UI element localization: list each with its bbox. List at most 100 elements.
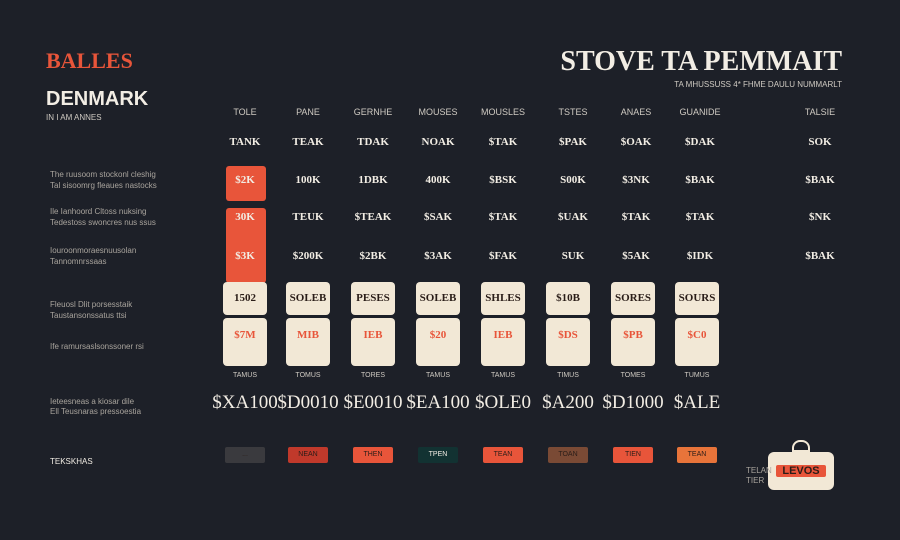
card-bottom: $DS: [546, 318, 590, 366]
row-label: Ile Ianhoord Cltoss nuksing: [50, 207, 147, 216]
highlight-box: [226, 208, 266, 283]
price-label: Ell Teusnaras pressoestia: [50, 407, 142, 416]
card-caption: TUMUS: [684, 372, 710, 379]
card-top: SOLEB: [416, 282, 460, 315]
card-bottom: IEB: [481, 318, 525, 366]
card-top: SOLEB: [286, 282, 330, 315]
price: $A200: [542, 392, 594, 413]
cell: $IDK: [686, 250, 714, 262]
price: $D0010: [277, 392, 339, 413]
column-header: TALSIE: [804, 107, 836, 117]
row-label: Tal sisoomrg fleaues nastocks: [50, 181, 157, 190]
card-top: PESES: [351, 282, 395, 315]
badge-note: TIER: [746, 476, 765, 485]
cell: $200K: [292, 250, 324, 262]
card-caption: TAMUS: [426, 372, 450, 379]
column-header: ANAES: [620, 107, 652, 117]
cell: 1DBK: [358, 174, 388, 186]
cell: $TAK: [685, 211, 715, 223]
footer: TEKSKHAS: [50, 457, 93, 466]
cell: $UAK: [558, 211, 588, 223]
button[interactable]: TEAN: [483, 447, 523, 463]
column-header: TOLE: [233, 107, 257, 117]
card-bottom: MIB: [286, 318, 330, 366]
card-caption: TOMUS: [295, 372, 321, 379]
cell: $PAK: [559, 136, 587, 148]
row-label: Tannomnrssaas: [50, 257, 107, 266]
cell: $BAK: [685, 174, 715, 186]
card-caption: TIMUS: [557, 372, 579, 379]
button[interactable]: TOAN: [548, 447, 588, 463]
button[interactable]: ...: [225, 447, 265, 463]
card-label: Taustansonssatus ttsi: [50, 311, 127, 320]
subtitle: TA MHUSSUSS 4* FHME DAULU NUMMARLT: [674, 80, 842, 89]
column-header: TSTES: [558, 107, 588, 117]
price: $ALE: [673, 392, 721, 413]
column-header: MOUSLES: [480, 107, 526, 117]
cell: SUK: [561, 250, 585, 262]
cell: $BAK: [805, 250, 835, 262]
logo: BALLES: [46, 48, 133, 73]
cell: $OAK: [620, 136, 652, 148]
cell: 400K: [425, 174, 451, 186]
price: $XA100: [212, 392, 278, 413]
row-label: Tedestoss swoncres nus ssus: [50, 218, 156, 227]
cell: $TAK: [488, 211, 518, 223]
card-bottom: $C0: [675, 318, 719, 366]
card-caption: TAMUS: [233, 372, 257, 379]
card-top: SHLES: [481, 282, 525, 315]
button[interactable]: TIEN: [613, 447, 653, 463]
cell: TANK: [229, 136, 261, 148]
card-top: SORES: [611, 282, 655, 315]
price: $EA100: [406, 392, 470, 413]
column-header: MOUSES: [418, 107, 458, 117]
card-caption: TAMUS: [491, 372, 515, 379]
brand: DENMARK: [46, 88, 149, 110]
cell: NOAK: [421, 136, 455, 148]
cell: 30K: [235, 211, 255, 223]
cell: TEAK: [292, 136, 324, 148]
cell: $TEAK: [354, 211, 392, 223]
cell: $3K: [235, 250, 255, 262]
card-bottom: $7M: [223, 318, 267, 366]
price-label: Ieteesneas a kiosar dile: [50, 397, 135, 406]
cell: TEUK: [292, 211, 324, 223]
cell: TDAK: [357, 136, 389, 148]
cell: $TAK: [621, 211, 651, 223]
button[interactable]: NEAN: [288, 447, 328, 463]
card-bottom: $PB: [611, 318, 655, 366]
tagline: IN I AM ANNES: [46, 113, 102, 122]
price: $D1000: [602, 392, 664, 413]
highlight-box: [226, 166, 266, 201]
button[interactable]: THEN: [353, 447, 393, 463]
cell: $BAK: [805, 174, 835, 186]
price: $E0010: [343, 392, 403, 413]
card-top: 1502: [223, 282, 267, 315]
row-label: The ruusoom stockonl cleshig: [50, 170, 156, 179]
cell: $2BK: [359, 250, 387, 262]
cell: $TAK: [488, 136, 518, 148]
cell: $FAK: [489, 250, 517, 262]
column-header: GERNHE: [353, 107, 393, 117]
column-header: PANE: [296, 107, 320, 117]
cell: $SAK: [423, 211, 453, 223]
cell: $3AK: [424, 250, 452, 262]
cell: $BSK: [489, 174, 517, 186]
column-header: GUANIDE: [679, 107, 721, 117]
card-caption: TORES: [361, 372, 385, 379]
badge-label: LEVOS: [776, 465, 826, 477]
cell: $NK: [809, 211, 831, 223]
cell: SOK: [808, 136, 832, 148]
cell: $2K: [235, 174, 255, 186]
row-label: Iouroonmoraesnuusolan: [50, 246, 137, 255]
cell: $5AK: [622, 250, 650, 262]
button[interactable]: TEAN: [677, 447, 717, 463]
button[interactable]: TPEN: [418, 447, 458, 463]
cell: $DAK: [685, 136, 715, 148]
card-label: Fleuosl Dlit porsesstaik: [50, 300, 133, 309]
card-label: Ife ramursaslsonssoner rsi: [50, 342, 144, 351]
card-top: $10B: [546, 282, 590, 315]
card-bottom: IEB: [351, 318, 395, 366]
badge-note: TELAN: [746, 466, 772, 475]
